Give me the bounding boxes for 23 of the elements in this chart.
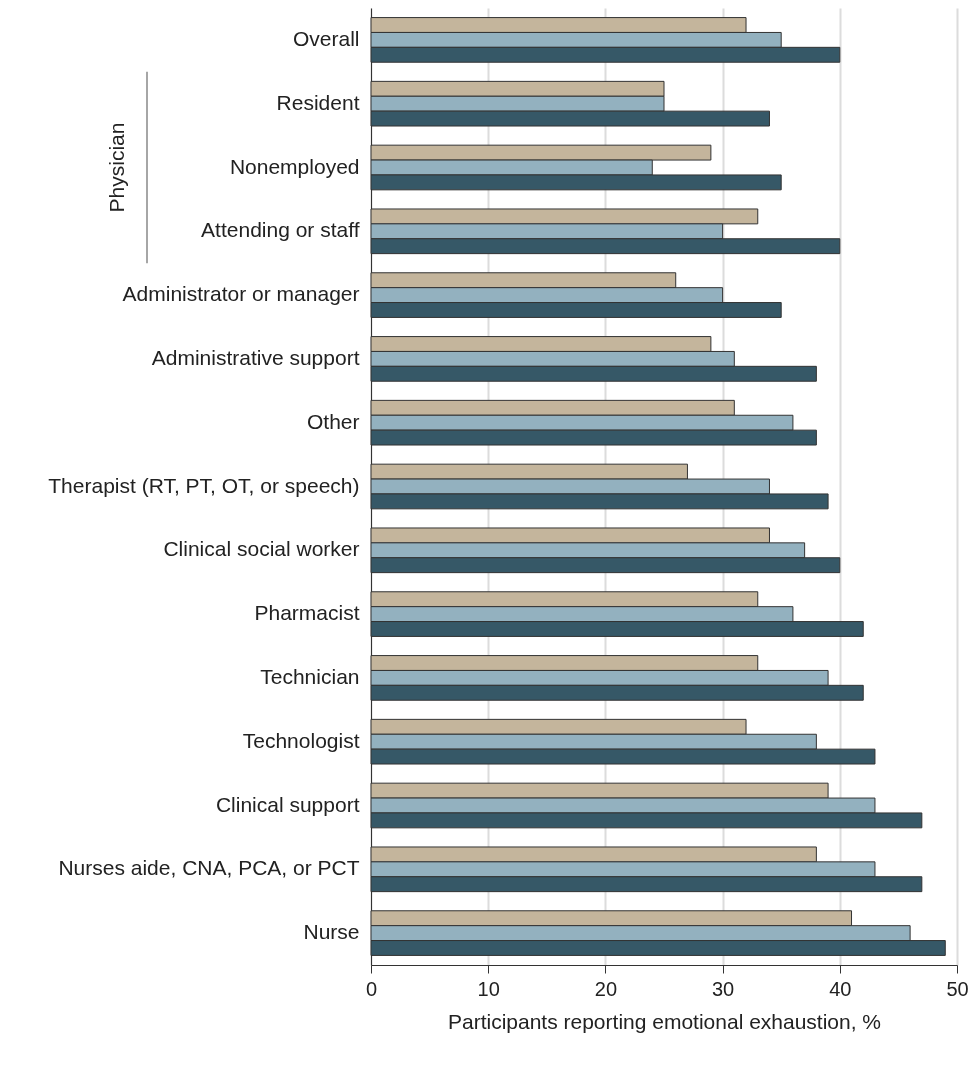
x-tick-label: 20 (594, 977, 618, 1000)
x-tick-label: 30 (711, 977, 735, 1000)
y-tick-label: Overall (292, 26, 360, 50)
x-tick-label: 40 (829, 977, 852, 1000)
text: Physician (105, 122, 128, 213)
x-tick-label: 10 (477, 977, 500, 1000)
y-tick-label: Nurses aide, CNA, PCA, or PCT (58, 856, 360, 880)
y-tick-label: Attending or staff (201, 218, 360, 242)
y-tick-label: Therapist (RT, PT, OT, or speech) (48, 473, 360, 497)
x-axis-title: Participants reporting emotional exhaustion, % (447, 1009, 882, 1033)
y-tick-label: Administrator or manager (122, 282, 360, 306)
y-tick-label: Other (306, 409, 360, 433)
y-tick-label: Clinical support (215, 792, 360, 816)
y-tick-label: Clinical social worker (163, 537, 360, 561)
y-tick-label: Nurse (303, 920, 360, 944)
y-tick-label: Nonemployed (229, 154, 360, 178)
y-tick-label: Resident (276, 90, 360, 114)
y-tick-label: Technologist (242, 728, 360, 752)
x-tick-label: 50 (946, 977, 969, 1000)
y-tick-label: Technician (260, 664, 360, 688)
y-tick-label: Pharmacist (254, 601, 360, 625)
y-tick-label: Administrative support (151, 345, 360, 369)
x-tick-label: 0 (365, 977, 378, 1000)
